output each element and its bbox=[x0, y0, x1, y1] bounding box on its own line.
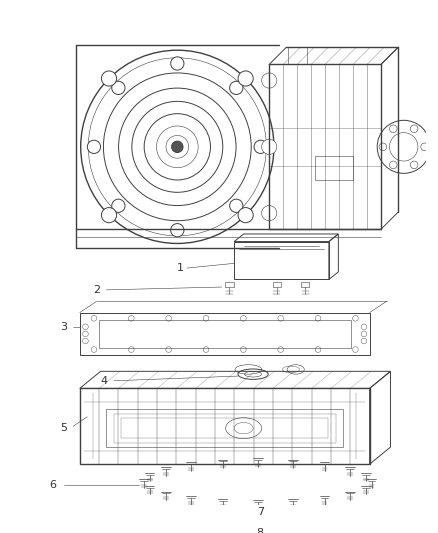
Circle shape bbox=[261, 139, 277, 155]
Circle shape bbox=[172, 141, 183, 152]
Circle shape bbox=[171, 57, 184, 70]
Text: 6: 6 bbox=[50, 480, 57, 490]
Circle shape bbox=[238, 207, 253, 223]
Circle shape bbox=[230, 81, 243, 94]
Circle shape bbox=[261, 73, 277, 88]
Circle shape bbox=[87, 140, 101, 154]
Text: 1: 1 bbox=[177, 263, 184, 273]
Bar bbox=[272, 281, 281, 287]
Text: 3: 3 bbox=[60, 322, 67, 332]
Circle shape bbox=[112, 81, 125, 94]
Text: 4: 4 bbox=[101, 376, 108, 386]
Circle shape bbox=[171, 223, 184, 237]
Circle shape bbox=[112, 199, 125, 213]
Circle shape bbox=[254, 140, 267, 154]
Circle shape bbox=[230, 199, 243, 213]
Circle shape bbox=[238, 71, 253, 86]
Circle shape bbox=[261, 206, 277, 221]
Bar bbox=[301, 281, 310, 287]
Circle shape bbox=[102, 207, 117, 223]
Bar bbox=[225, 281, 234, 287]
Text: 5: 5 bbox=[60, 423, 67, 433]
Text: 8: 8 bbox=[256, 528, 263, 533]
Bar bbox=[314, 156, 353, 180]
Text: 2: 2 bbox=[93, 285, 100, 295]
Text: 7: 7 bbox=[257, 506, 264, 516]
Circle shape bbox=[102, 71, 117, 86]
